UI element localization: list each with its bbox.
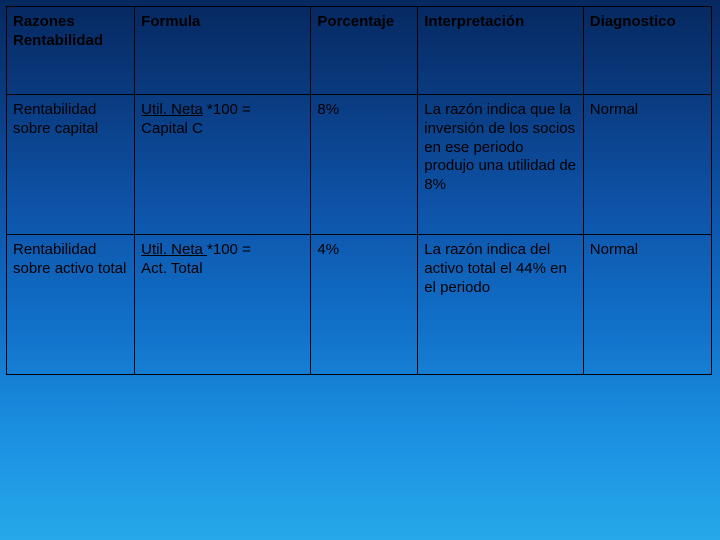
rentabilidad-table: Razones Rentabilidad Formula Porcentaje … (6, 6, 712, 375)
formula-numerator: Util. Neta (141, 241, 207, 258)
col-header-razones-l1: Razones (13, 13, 75, 30)
cell-diagnostico: Normal (583, 95, 711, 235)
formula-suffix: *100 = (207, 241, 251, 258)
cell-porcentaje: 4% (311, 235, 418, 375)
cell-razon: Rentabilidad sobre activo total (7, 235, 135, 375)
col-header-razones: Razones Rentabilidad (7, 7, 135, 95)
col-header-interpretacion: Interpretación (418, 7, 584, 95)
col-header-diagnostico: Diagnostico (583, 7, 711, 95)
formula-denominator: Capital C (141, 120, 304, 139)
formula-line1: Util. Neta *100 = (141, 101, 251, 118)
formula-denominator: Act. Total (141, 260, 304, 279)
col-header-porcentaje: Porcentaje (311, 7, 418, 95)
cell-formula: Util. Neta *100 = Capital C (135, 95, 311, 235)
table-header-row: Razones Rentabilidad Formula Porcentaje … (7, 7, 712, 95)
table-row: Rentabilidad sobre activo total Util. Ne… (7, 235, 712, 375)
cell-razon: Rentabilidad sobre capital (7, 95, 135, 235)
col-header-formula: Formula (135, 7, 311, 95)
col-header-razones-l2: Rentabilidad (13, 32, 103, 49)
cell-porcentaje: 8% (311, 95, 418, 235)
cell-interpretacion: La razón indica del activo total el 44% … (418, 235, 584, 375)
cell-interpretacion: La razón indica que la inversión de los … (418, 95, 584, 235)
table-row: Rentabilidad sobre capital Util. Neta *1… (7, 95, 712, 235)
cell-formula: Util. Neta *100 = Act. Total (135, 235, 311, 375)
slide: Razones Rentabilidad Formula Porcentaje … (0, 0, 720, 540)
formula-numerator: Util. Neta (141, 101, 203, 118)
formula-suffix: *100 = (203, 101, 251, 118)
formula-line1: Util. Neta *100 = (141, 241, 251, 258)
cell-diagnostico: Normal (583, 235, 711, 375)
